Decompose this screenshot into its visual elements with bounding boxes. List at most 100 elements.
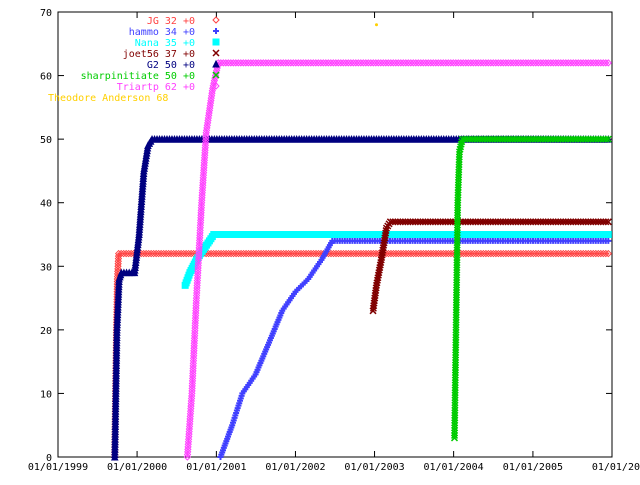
- data-point: [242, 249, 250, 258]
- data-point: [372, 249, 380, 258]
- data-point: [384, 59, 393, 67]
- data-point: [292, 59, 300, 67]
- data-point: [442, 59, 450, 67]
- data-point: [227, 59, 235, 67]
- x-axis: 01/01/1999 01/01/2000 01/01/2001 01/01/2002…: [28, 12, 640, 473]
- data-point: [334, 249, 343, 258]
- data-point: [329, 59, 338, 67]
- data-point: [364, 59, 373, 67]
- data-point: [282, 59, 290, 67]
- data-point: [482, 249, 490, 258]
- y-tick-label: 0: [46, 453, 52, 464]
- legend-label: G2 50 +0: [147, 60, 195, 71]
- data-point: [222, 249, 230, 258]
- data-point: [397, 249, 405, 258]
- data-point: [412, 59, 420, 67]
- data-point: [309, 59, 318, 67]
- data-point: [374, 23, 378, 27]
- data-point: [584, 249, 593, 258]
- data-point: [429, 59, 438, 67]
- data-point: [312, 59, 320, 67]
- data-point: [604, 231, 612, 238]
- data-point: [532, 249, 540, 258]
- data-point: [439, 59, 448, 67]
- data-point: [212, 249, 220, 258]
- series-joet56: [369, 218, 612, 315]
- data-point: [362, 249, 370, 258]
- data-point: [387, 59, 395, 67]
- data-point: [309, 249, 318, 258]
- data-point: [584, 59, 593, 67]
- data-point: [272, 59, 280, 67]
- legend-label: joet56 37 +0: [123, 49, 195, 60]
- data-point: [409, 249, 418, 258]
- data-point: [377, 59, 385, 67]
- data-point: [534, 59, 543, 67]
- data-point: [287, 59, 295, 67]
- data-point: [322, 59, 330, 67]
- data-point: [357, 59, 365, 67]
- data-point: [284, 59, 293, 67]
- data-point: [484, 59, 493, 67]
- data-point: [492, 249, 500, 258]
- data-point: [499, 59, 508, 67]
- data-point: [302, 59, 310, 67]
- data-point: [537, 249, 545, 258]
- data-point: [529, 249, 538, 258]
- data-point: [497, 249, 505, 258]
- data-point: [427, 59, 435, 67]
- data-point: [487, 59, 495, 67]
- data-point: [354, 59, 363, 67]
- data-point: [232, 249, 240, 258]
- data-point: [139, 249, 148, 258]
- data-point: [262, 249, 270, 258]
- data-point: [209, 249, 218, 258]
- data-point: [417, 59, 425, 67]
- data-point: [509, 59, 518, 67]
- data-point: [587, 249, 595, 258]
- data-point: [424, 249, 433, 258]
- data-point: [294, 249, 303, 258]
- data-point: [279, 59, 288, 67]
- data-point: [527, 249, 535, 258]
- data-point: [159, 249, 168, 258]
- data-point: [604, 218, 612, 226]
- data-point: [549, 59, 558, 67]
- data-point: [594, 249, 603, 258]
- data-point: [114, 249, 123, 258]
- data-point: [494, 249, 503, 258]
- data-point: [297, 59, 305, 67]
- data-point: [577, 249, 585, 258]
- data-point: [397, 59, 405, 67]
- data-point: [332, 59, 340, 67]
- data-point: [564, 59, 573, 67]
- data-point: [274, 249, 283, 258]
- data-point: [254, 59, 263, 67]
- data-point: [392, 59, 400, 67]
- data-point: [432, 249, 440, 258]
- data-point: [274, 59, 283, 67]
- data-point: [229, 249, 238, 258]
- data-point: [344, 249, 353, 258]
- data-point: [124, 249, 133, 258]
- y-tick-label: 40: [40, 199, 52, 210]
- data-point: [587, 59, 595, 67]
- data-point: [569, 249, 578, 258]
- data-point: [434, 249, 443, 258]
- data-point: [567, 249, 575, 258]
- data-point: [504, 249, 513, 258]
- data-point: [292, 249, 300, 258]
- data-point: [542, 59, 550, 67]
- x-tick-label: 01/01/20: [592, 462, 640, 473]
- data-point: [399, 249, 408, 258]
- data-point: [592, 249, 600, 258]
- plot-frame: [57, 11, 613, 458]
- data-point: [304, 249, 313, 258]
- data-point: [562, 249, 570, 258]
- data-point: [374, 59, 383, 67]
- data-point: [259, 249, 268, 258]
- data-point: [422, 249, 430, 258]
- data-point: [127, 249, 135, 258]
- y-tick-label: 60: [40, 72, 52, 83]
